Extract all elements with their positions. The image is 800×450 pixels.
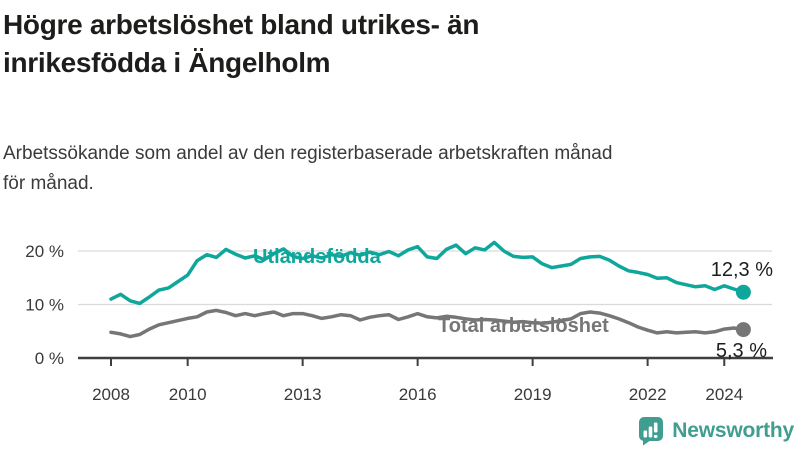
end-value-label-total: 5,3 % (716, 340, 767, 362)
title-line-2: inrikesfödda i Ängelholm (3, 47, 331, 78)
y-tick-label-0: 0 % (35, 349, 64, 368)
chart-subtitle: Arbetssökande som andel av den registerb… (3, 139, 795, 199)
series-line-utlandsfodda (109, 240, 746, 306)
newsworthy-wordmark: Newsworthy (672, 419, 794, 442)
series-label-total: Total arbetslöshet (438, 315, 609, 337)
subtitle-line-1: Arbetssökande som andel av den registerb… (3, 143, 613, 164)
series-label-utlandsfodda: Utlandsfödda (253, 246, 382, 268)
y-tick-label-20: 20 % (25, 242, 64, 261)
subtitle-line-2: för månad. (3, 173, 94, 194)
x-tick-label-2008: 2008 (92, 385, 130, 404)
series-line-total (109, 308, 746, 339)
x-tick-label-2019: 2019 (514, 385, 552, 404)
end-value-label-utlandsfodda: 12,3 % (711, 259, 773, 281)
newsworthy-logo-icon (639, 417, 664, 446)
x-tick-label-2013: 2013 (284, 385, 322, 404)
newsworthy-logo[interactable]: Newsworthy (638, 416, 794, 446)
series-endpoint-total (735, 322, 751, 338)
x-tick-label-2010: 2010 (169, 385, 207, 404)
page-title: Högre arbetslöshet bland utrikes- än inr… (3, 6, 783, 82)
title-line-1: Högre arbetslöshet bland utrikes- än (3, 9, 480, 40)
series-endpoint-utlandsfodda (735, 284, 751, 300)
x-tick-label-2022: 2022 (629, 385, 667, 404)
x-tick-label-2024: 2024 (705, 385, 743, 404)
y-tick-label-10: 10 % (25, 296, 64, 315)
x-tick-label-2016: 2016 (399, 385, 437, 404)
